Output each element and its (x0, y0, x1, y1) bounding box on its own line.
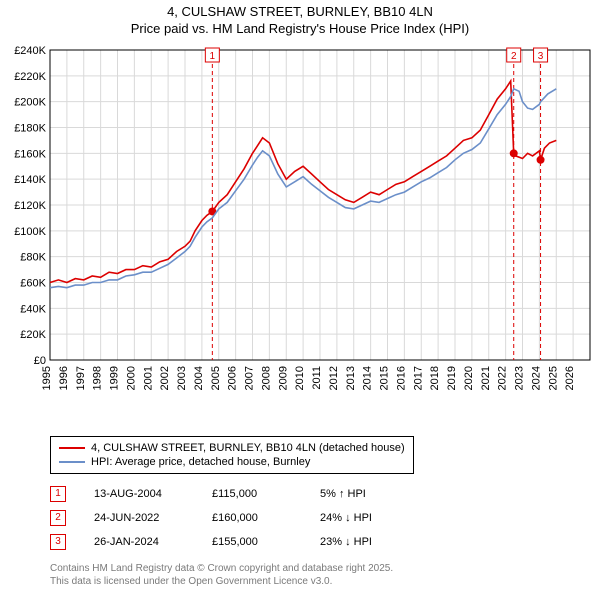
event-price: £160,000 (212, 512, 292, 524)
svg-text:£200K: £200K (14, 96, 46, 108)
title-block: 4, CULSHAW STREET, BURNLEY, BB10 4LN Pri… (0, 0, 600, 40)
title-line-2: Price paid vs. HM Land Registry's House … (0, 21, 600, 38)
legend-swatch (59, 461, 85, 463)
legend-label: HPI: Average price, detached house, Burn… (91, 456, 310, 468)
disclaimer-line-2: This data is licensed under the Open Gov… (50, 575, 590, 588)
svg-text:£40K: £40K (20, 303, 46, 315)
legend: 4, CULSHAW STREET, BURNLEY, BB10 4LN (de… (50, 436, 414, 474)
svg-text:2000: 2000 (125, 366, 137, 390)
svg-text:1999: 1999 (109, 366, 121, 390)
svg-text:£160K: £160K (14, 148, 46, 160)
svg-text:2024: 2024 (530, 366, 542, 390)
svg-text:2005: 2005 (210, 366, 222, 390)
svg-text:2013: 2013 (345, 366, 357, 390)
svg-text:£180K: £180K (14, 122, 46, 134)
legend-label: 4, CULSHAW STREET, BURNLEY, BB10 4LN (de… (91, 442, 405, 454)
svg-text:2016: 2016 (395, 366, 407, 390)
svg-text:2002: 2002 (159, 366, 171, 390)
svg-text:2010: 2010 (294, 366, 306, 390)
event-row: 3 26-JAN-2024 £155,000 23% ↓ HPI (50, 530, 590, 554)
svg-text:£80K: £80K (20, 251, 46, 263)
event-date: 13-AUG-2004 (94, 488, 184, 500)
event-price: £115,000 (212, 488, 292, 500)
svg-text:£20K: £20K (20, 329, 46, 341)
chart: £0 £20K £40K £60K £80K £100K £120K £140K £160K £1… (0, 40, 600, 430)
events-table: 1 13-AUG-2004 £115,000 5% ↑ HPI 2 24-JUN-2022… (50, 482, 590, 554)
svg-text:2026: 2026 (564, 366, 576, 390)
svg-text:2012: 2012 (328, 366, 340, 390)
svg-text:2017: 2017 (412, 366, 424, 390)
svg-text:£120K: £120K (14, 200, 46, 212)
svg-text:1996: 1996 (58, 366, 70, 390)
svg-text:1: 1 (210, 51, 216, 62)
svg-text:2023: 2023 (514, 366, 526, 390)
event-delta: 24% ↓ HPI (320, 512, 410, 524)
svg-text:2018: 2018 (429, 366, 441, 390)
event-price: £155,000 (212, 536, 292, 548)
svg-text:2008: 2008 (260, 366, 272, 390)
svg-text:2006: 2006 (227, 366, 239, 390)
svg-text:£100K: £100K (14, 226, 46, 238)
event-row: 2 24-JUN-2022 £160,000 24% ↓ HPI (50, 506, 590, 530)
svg-text:£140K: £140K (14, 174, 46, 186)
legend-row: HPI: Average price, detached house, Burn… (59, 455, 405, 469)
svg-text:2011: 2011 (311, 366, 323, 390)
svg-text:2021: 2021 (480, 366, 492, 390)
svg-text:1995: 1995 (41, 366, 53, 390)
disclaimer: Contains HM Land Registry data © Crown c… (50, 562, 590, 588)
svg-text:3: 3 (538, 51, 544, 62)
svg-text:2020: 2020 (463, 366, 475, 390)
event-date: 24-JUN-2022 (94, 512, 184, 524)
svg-text:2015: 2015 (379, 366, 391, 390)
svg-text:£240K: £240K (14, 45, 46, 57)
svg-text:2004: 2004 (193, 366, 205, 390)
svg-text:2009: 2009 (277, 366, 289, 390)
svg-text:2001: 2001 (142, 366, 154, 390)
legend-swatch (59, 447, 85, 449)
legend-row: 4, CULSHAW STREET, BURNLEY, BB10 4LN (de… (59, 441, 405, 455)
event-delta: 23% ↓ HPI (320, 536, 410, 548)
chart-svg: £0 £20K £40K £60K £80K £100K £120K £140K £160K £1… (0, 40, 600, 430)
title-line-1: 4, CULSHAW STREET, BURNLEY, BB10 4LN (0, 4, 600, 21)
disclaimer-line-1: Contains HM Land Registry data © Crown c… (50, 562, 590, 575)
event-marker: 1 (50, 486, 66, 502)
svg-text:2014: 2014 (362, 366, 374, 390)
svg-text:2025: 2025 (547, 366, 559, 390)
event-date: 26-JAN-2024 (94, 536, 184, 548)
svg-text:2: 2 (511, 51, 517, 62)
svg-text:1998: 1998 (92, 366, 104, 390)
svg-text:2019: 2019 (446, 366, 458, 390)
svg-text:£0: £0 (34, 355, 46, 367)
svg-text:1997: 1997 (75, 366, 87, 390)
event-row: 1 13-AUG-2004 £115,000 5% ↑ HPI (50, 482, 590, 506)
svg-text:£220K: £220K (14, 71, 46, 83)
svg-text:2003: 2003 (176, 366, 188, 390)
svg-text:2007: 2007 (244, 366, 256, 390)
svg-text:2022: 2022 (497, 366, 509, 390)
event-marker: 3 (50, 534, 66, 550)
event-delta: 5% ↑ HPI (320, 488, 410, 500)
event-marker: 2 (50, 510, 66, 526)
svg-text:£60K: £60K (20, 277, 46, 289)
